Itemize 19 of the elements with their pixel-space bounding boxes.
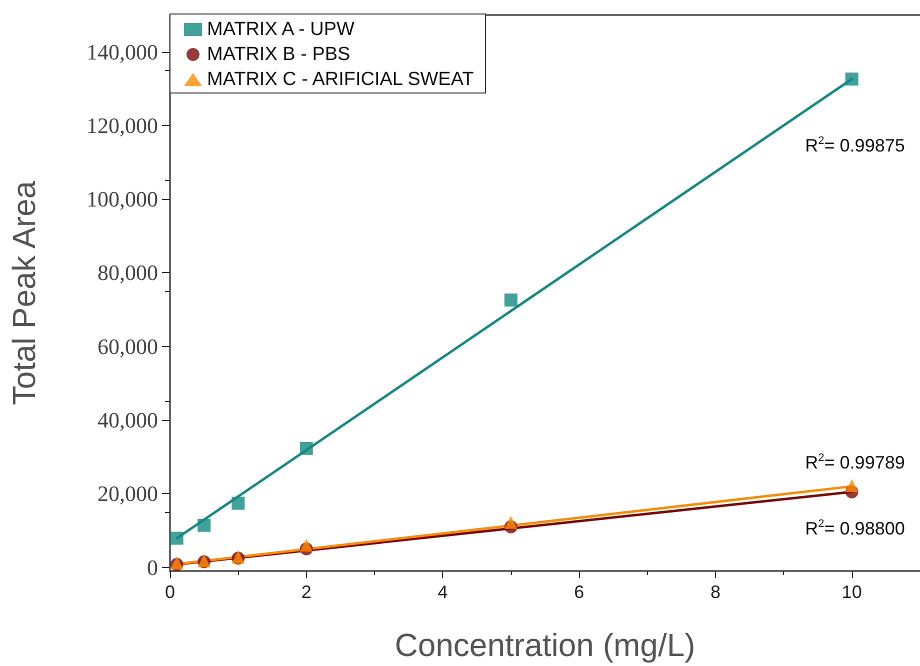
x-tick-label: 2 — [301, 582, 312, 602]
x-tick-label: 10 — [842, 582, 862, 602]
legend-label: MATRIX B - PBS — [207, 44, 350, 65]
y-tick-label: 20,000 — [98, 481, 158, 506]
y-tick-label: 40,000 — [98, 408, 158, 433]
y-axis-title: Total Peak Area — [6, 180, 42, 406]
x-tick-label: 0 — [164, 582, 176, 602]
legend-label: MATRIX C - ARIFICIAL SWEAT — [207, 69, 474, 90]
y-tick-label: 140,000 — [86, 39, 158, 64]
y-tick-label: 80,000 — [98, 260, 158, 286]
x-tick-label: 4 — [438, 582, 448, 602]
x-axis-title: Concentration (mg/L) — [394, 627, 696, 663]
y-tick-label: 100,000 — [86, 186, 158, 212]
y-tick-label: 0 — [147, 554, 158, 580]
x-tick-label: 6 — [574, 582, 584, 602]
legend-label: MATRIX A - UPW — [207, 19, 354, 40]
x-tick-label: 8 — [710, 582, 720, 602]
y-tick-label: 60,000 — [98, 334, 158, 359]
y-tick-label: 120,000 — [86, 112, 158, 138]
